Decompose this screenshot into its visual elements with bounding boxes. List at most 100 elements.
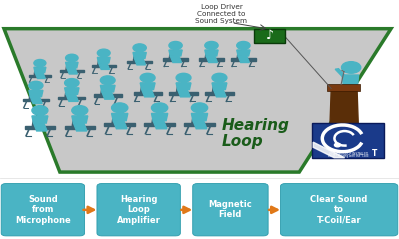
Polygon shape xyxy=(209,49,214,50)
Polygon shape xyxy=(34,89,38,90)
Polygon shape xyxy=(105,84,110,85)
Circle shape xyxy=(169,42,182,49)
Polygon shape xyxy=(99,63,109,69)
Polygon shape xyxy=(144,123,175,126)
Circle shape xyxy=(32,106,48,115)
Polygon shape xyxy=(127,60,152,63)
Text: Hearing
Loop: Hearing Loop xyxy=(221,118,289,149)
Polygon shape xyxy=(205,92,233,95)
Polygon shape xyxy=(152,114,168,121)
Polygon shape xyxy=(238,56,249,63)
Polygon shape xyxy=(4,29,391,172)
FancyBboxPatch shape xyxy=(1,184,85,236)
Polygon shape xyxy=(205,51,210,58)
Text: ♪: ♪ xyxy=(265,29,274,42)
Polygon shape xyxy=(92,65,116,67)
Polygon shape xyxy=(102,92,115,99)
Circle shape xyxy=(72,106,88,115)
Polygon shape xyxy=(113,121,127,129)
Polygon shape xyxy=(66,94,78,101)
Polygon shape xyxy=(60,70,84,72)
Polygon shape xyxy=(193,121,207,129)
Text: Better hearing with the T-coil: Better hearing with the T-coil xyxy=(328,154,368,158)
Polygon shape xyxy=(77,115,83,116)
Polygon shape xyxy=(163,58,188,60)
Polygon shape xyxy=(29,91,34,99)
Polygon shape xyxy=(140,84,146,92)
FancyBboxPatch shape xyxy=(327,84,360,91)
Circle shape xyxy=(152,103,168,113)
Polygon shape xyxy=(37,115,43,116)
Polygon shape xyxy=(38,66,42,67)
Polygon shape xyxy=(313,142,345,158)
Polygon shape xyxy=(344,86,358,94)
Polygon shape xyxy=(32,117,38,126)
FancyBboxPatch shape xyxy=(193,184,268,236)
Circle shape xyxy=(29,81,43,90)
Polygon shape xyxy=(112,114,118,123)
Circle shape xyxy=(176,73,191,82)
Polygon shape xyxy=(94,94,122,97)
Text: Sound
from
Microphone: Sound from Microphone xyxy=(15,195,71,225)
Polygon shape xyxy=(205,50,218,56)
Text: HEARING LOOP INSTALLED: HEARING LOOP INSTALLED xyxy=(328,152,368,156)
Polygon shape xyxy=(32,116,48,123)
Polygon shape xyxy=(170,56,182,63)
Polygon shape xyxy=(29,90,43,97)
Polygon shape xyxy=(184,123,215,126)
Polygon shape xyxy=(176,84,182,92)
Polygon shape xyxy=(145,82,150,83)
Polygon shape xyxy=(72,117,78,126)
Polygon shape xyxy=(72,116,88,123)
Polygon shape xyxy=(173,49,178,50)
Polygon shape xyxy=(134,92,162,95)
Polygon shape xyxy=(199,58,224,60)
FancyBboxPatch shape xyxy=(312,123,384,158)
Polygon shape xyxy=(342,75,359,86)
Polygon shape xyxy=(192,114,198,123)
Polygon shape xyxy=(134,58,146,65)
Polygon shape xyxy=(237,50,250,56)
Polygon shape xyxy=(217,82,222,83)
Polygon shape xyxy=(35,73,45,79)
Polygon shape xyxy=(65,62,78,68)
FancyBboxPatch shape xyxy=(254,29,285,43)
Polygon shape xyxy=(34,67,46,73)
Polygon shape xyxy=(65,88,79,94)
Circle shape xyxy=(205,42,218,49)
Polygon shape xyxy=(23,99,49,102)
Polygon shape xyxy=(170,92,198,95)
Polygon shape xyxy=(101,85,115,92)
Polygon shape xyxy=(65,88,70,97)
Circle shape xyxy=(101,76,115,85)
Polygon shape xyxy=(169,51,174,58)
Text: T: T xyxy=(372,149,377,158)
Polygon shape xyxy=(157,112,162,114)
Polygon shape xyxy=(153,121,167,129)
Polygon shape xyxy=(104,123,135,126)
Polygon shape xyxy=(25,126,55,129)
Polygon shape xyxy=(97,57,110,63)
Polygon shape xyxy=(192,114,207,121)
Circle shape xyxy=(65,54,78,62)
Polygon shape xyxy=(237,51,242,58)
Circle shape xyxy=(212,73,227,82)
Polygon shape xyxy=(206,56,217,63)
Polygon shape xyxy=(197,112,202,114)
Polygon shape xyxy=(67,68,77,74)
Polygon shape xyxy=(58,97,85,99)
Polygon shape xyxy=(65,126,95,129)
Circle shape xyxy=(342,62,361,73)
Text: Clear Sound
to
T-Coil/Ear: Clear Sound to T-Coil/Ear xyxy=(310,195,368,225)
Circle shape xyxy=(112,103,128,113)
Polygon shape xyxy=(29,75,51,77)
Polygon shape xyxy=(169,50,182,56)
Polygon shape xyxy=(133,53,138,60)
Polygon shape xyxy=(117,112,122,114)
FancyBboxPatch shape xyxy=(97,184,180,236)
Polygon shape xyxy=(112,114,128,121)
Polygon shape xyxy=(69,87,74,88)
Circle shape xyxy=(97,49,110,57)
Polygon shape xyxy=(101,56,106,57)
Polygon shape xyxy=(231,58,256,60)
